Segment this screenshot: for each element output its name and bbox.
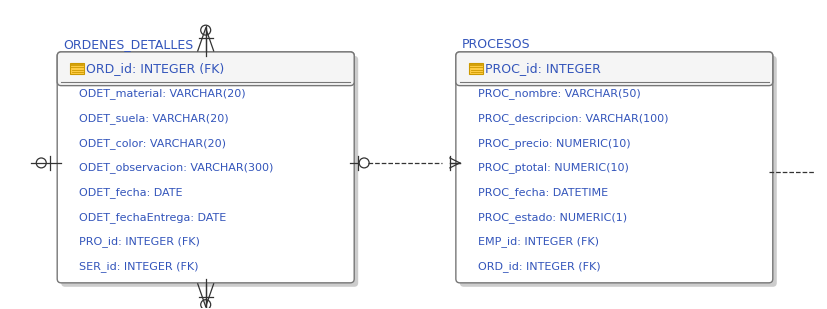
- Text: ODET_fechaEntrega: DATE: ODET_fechaEntrega: DATE: [79, 212, 227, 223]
- Bar: [70, 63, 84, 74]
- FancyBboxPatch shape: [456, 52, 772, 86]
- Text: PROC_descripcion: VARCHAR(100): PROC_descripcion: VARCHAR(100): [478, 113, 668, 124]
- Text: ODET_material: VARCHAR(20): ODET_material: VARCHAR(20): [79, 89, 246, 99]
- Text: ODET_fecha: DATE: ODET_fecha: DATE: [79, 187, 183, 198]
- Text: ODET_color: VARCHAR(20): ODET_color: VARCHAR(20): [79, 138, 226, 149]
- Text: PROC_precio: NUMERIC(10): PROC_precio: NUMERIC(10): [478, 138, 630, 149]
- Bar: [460, 76, 769, 82]
- Text: PROC_estado: NUMERIC(1): PROC_estado: NUMERIC(1): [478, 212, 627, 223]
- Text: PROC_ptotal: NUMERIC(10): PROC_ptotal: NUMERIC(10): [478, 163, 629, 173]
- Text: PROC_nombre: VARCHAR(50): PROC_nombre: VARCHAR(50): [478, 89, 641, 99]
- Text: PROC_id: INTEGER: PROC_id: INTEGER: [485, 62, 600, 75]
- Text: PROCESOS: PROCESOS: [461, 38, 530, 51]
- Text: ORDENES_DETALLES: ORDENES_DETALLES: [63, 38, 194, 51]
- Text: ORD_id: INTEGER (FK): ORD_id: INTEGER (FK): [478, 261, 600, 272]
- Text: PRO_id: INTEGER (FK): PRO_id: INTEGER (FK): [79, 236, 200, 247]
- FancyBboxPatch shape: [57, 52, 354, 86]
- FancyBboxPatch shape: [57, 52, 354, 283]
- FancyBboxPatch shape: [456, 52, 772, 283]
- Text: EMP_id: INTEGER (FK): EMP_id: INTEGER (FK): [478, 236, 599, 247]
- Bar: [61, 76, 350, 82]
- FancyBboxPatch shape: [61, 56, 358, 287]
- FancyBboxPatch shape: [460, 56, 777, 287]
- Text: ODET_observacion: VARCHAR(300): ODET_observacion: VARCHAR(300): [79, 163, 274, 173]
- Bar: [469, 63, 483, 74]
- Text: SER_id: INTEGER (FK): SER_id: INTEGER (FK): [79, 261, 198, 272]
- Text: PROC_fecha: DATETIME: PROC_fecha: DATETIME: [478, 187, 608, 198]
- Text: ODET_suela: VARCHAR(20): ODET_suela: VARCHAR(20): [79, 113, 229, 124]
- Text: ORD_id: INTEGER (FK): ORD_id: INTEGER (FK): [86, 62, 224, 75]
